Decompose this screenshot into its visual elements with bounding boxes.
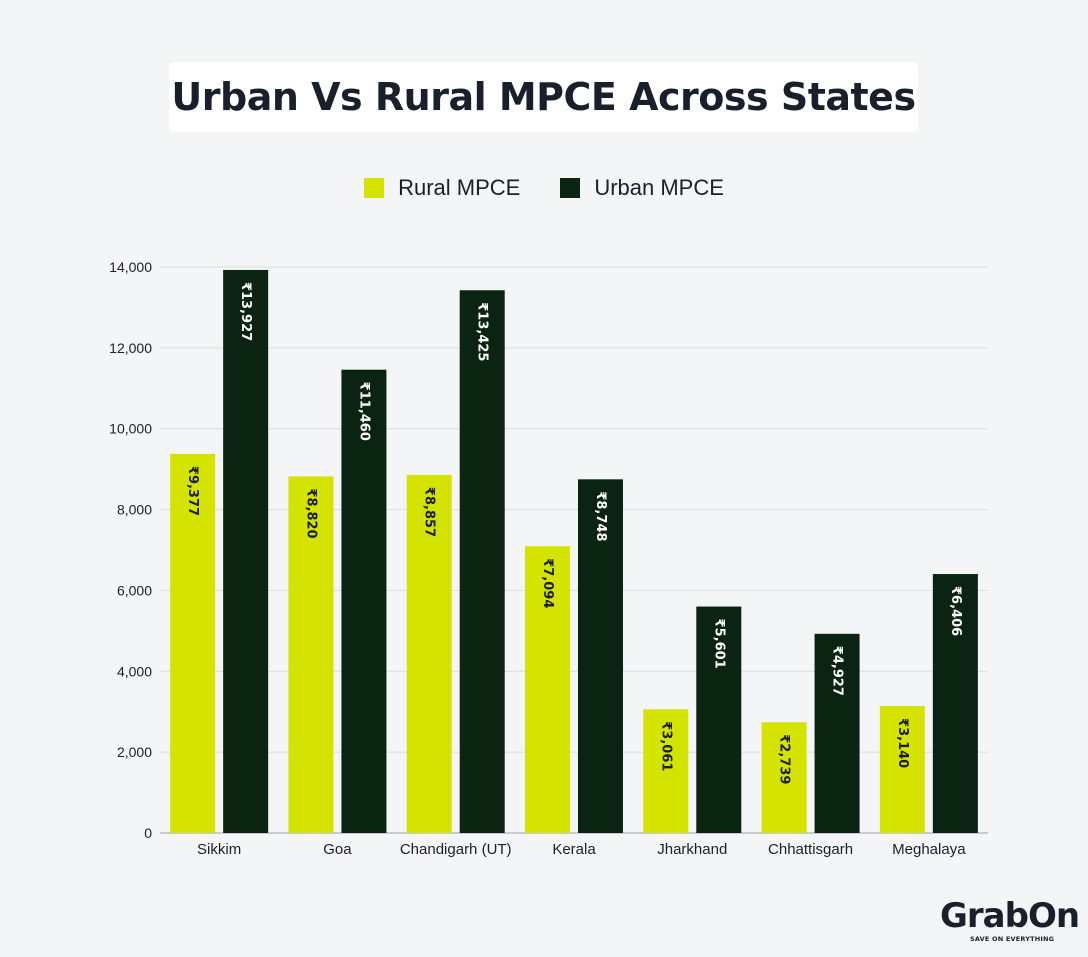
rural-bar <box>643 709 689 833</box>
x-tick-label: Sikkim <box>197 841 241 858</box>
bar-value-label: ₹7,094 <box>540 558 555 608</box>
bar-value-label: ₹8,857 <box>422 487 437 537</box>
rural-bar <box>761 722 807 833</box>
legend-swatch-rural <box>364 178 385 198</box>
bar-value-label: ₹8,820 <box>303 488 318 538</box>
bar-value-label: ₹13,425 <box>475 302 490 361</box>
title-box: Urban Vs Rural MPCE Across States <box>169 62 918 132</box>
logo-tagline: SAVE ON EVERYTHING <box>970 935 1055 943</box>
y-tick-label: 10,000 <box>109 421 152 437</box>
legend: Rural MPCE Urban MPCE <box>0 170 1088 206</box>
x-tick-label: Kerala <box>552 841 596 858</box>
legend-item-rural: Rural MPCE <box>364 175 520 201</box>
urban-bar <box>578 479 623 833</box>
urban-bar <box>223 269 269 833</box>
legend-swatch-urban <box>560 178 581 198</box>
y-tick-label: 14,000 <box>109 259 152 275</box>
bar-value-label: ₹2,739 <box>777 734 792 784</box>
x-tick-label: Meghalaya <box>892 841 966 858</box>
bar-value-label: ₹13,927 <box>238 282 253 341</box>
bar-value-label: ₹9,377 <box>185 466 200 516</box>
brand-logo: GrabOn SAVE ON EVERYTHING <box>940 896 1080 948</box>
rural-bar <box>525 546 570 833</box>
y-tick-label: 4,000 <box>117 663 152 679</box>
urban-bar <box>696 606 742 833</box>
y-tick-label: 2,000 <box>117 744 152 760</box>
x-tick-label: Jharkhand <box>657 841 727 858</box>
bar-value-label: ₹5,601 <box>711 619 726 669</box>
urban-bar <box>932 574 978 833</box>
bar-value-label: ₹3,140 <box>895 718 910 768</box>
y-tick-label: 0 <box>144 825 152 841</box>
y-tick-label: 6,000 <box>117 582 152 598</box>
legend-label-urban: Urban MPCE <box>594 175 724 200</box>
rural-bar <box>406 474 452 833</box>
x-tick-label: Goa <box>323 841 352 858</box>
bar-value-label: ₹4,927 <box>830 646 845 696</box>
logo-text: GrabOn <box>940 896 1080 936</box>
chart-title: Urban Vs Rural MPCE Across States <box>171 75 916 119</box>
legend-item-urban: Urban MPCE <box>560 175 724 201</box>
x-tick-label: Chhattisgarh <box>768 841 853 858</box>
urban-bar <box>341 369 387 833</box>
y-tick-label: 12,000 <box>109 340 152 356</box>
bar-value-label: ₹6,406 <box>948 586 963 636</box>
urban-bar <box>459 290 505 833</box>
x-tick-label: Chandigarh (UT) <box>400 841 512 858</box>
bar-value-label: ₹3,061 <box>658 721 673 771</box>
bar-value-label: ₹11,460 <box>356 382 371 441</box>
rural-bar <box>288 476 334 833</box>
rural-bar <box>170 453 216 833</box>
rural-bar <box>879 706 925 833</box>
legend-label-rural: Rural MPCE <box>398 175 521 200</box>
urban-bar <box>814 633 860 833</box>
y-tick-label: 8,000 <box>117 502 152 518</box>
bar-value-label: ₹8,748 <box>593 491 608 541</box>
